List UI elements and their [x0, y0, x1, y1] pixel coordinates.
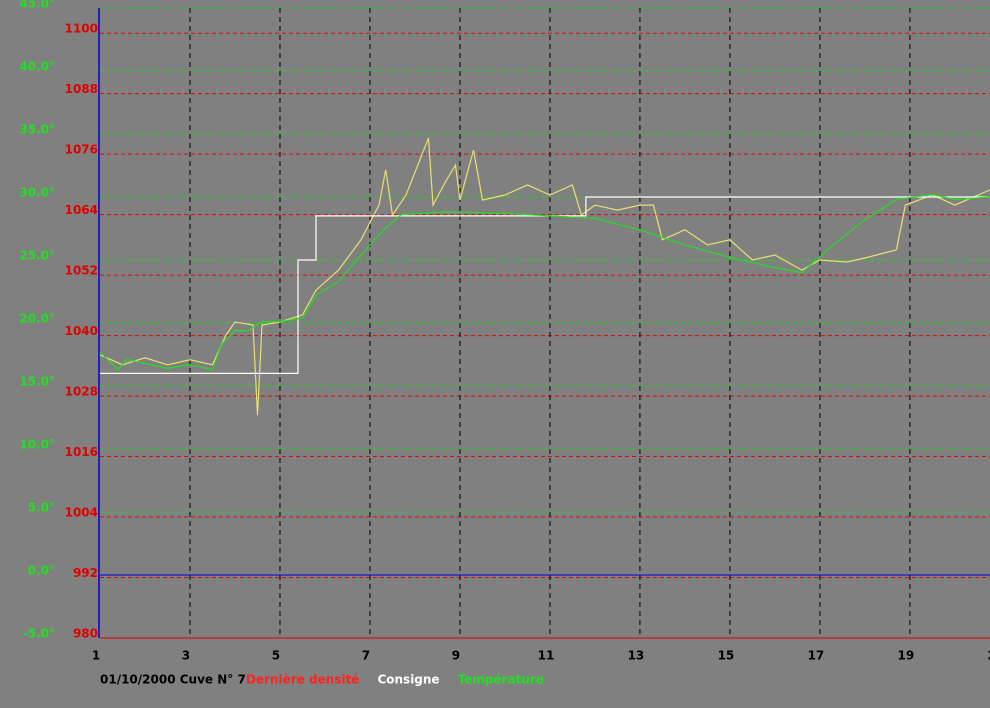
x-tick-label: 21 [988, 649, 990, 663]
y2-tick-label: 1040 [65, 324, 98, 338]
x-tick-label: 17 [808, 649, 825, 663]
series-line [99, 137, 990, 416]
y2-tick-label: 980 [73, 627, 98, 641]
y2-tick-label: 1052 [65, 264, 98, 278]
y-tick-label: 0.0° [28, 564, 55, 578]
footer: 01/10/2000 Cuve N° 7 [100, 673, 246, 687]
y2-tick-label: 1016 [65, 445, 98, 459]
y-tick-label: 30.0° [19, 186, 55, 200]
series-line [100, 196, 990, 374]
y-tick-label: 10.0° [19, 438, 55, 452]
y2-tick-label: 1088 [65, 82, 98, 96]
y-tick-label: 20.0° [19, 312, 55, 326]
y2-tick-label: 1100 [65, 22, 98, 36]
y-tick-label: 45.0° [19, 0, 55, 11]
legend-entry: Température [458, 673, 544, 687]
y2-tick-label: 1004 [65, 506, 98, 520]
y-tick-label: 5.0° [28, 501, 55, 515]
y-tick-label: 40.0° [19, 60, 55, 74]
y-tick-label: 35.0° [19, 123, 55, 137]
x-tick-label: 15 [718, 649, 735, 663]
legend-entry: Consigne [377, 673, 439, 687]
x-tick-label: 5 [272, 649, 280, 663]
x-tick-label: 9 [452, 649, 460, 663]
x-tick-label: 7 [362, 649, 370, 663]
y2-tick-label: 1076 [65, 143, 98, 157]
x-tick-label: 11 [538, 649, 555, 663]
y-tick-label: -5.0° [23, 627, 55, 641]
y2-tick-label: 992 [73, 566, 98, 580]
x-tick-label: 13 [628, 649, 645, 663]
x-tick-label: 3 [182, 649, 190, 663]
y2-tick-label: 1064 [65, 203, 98, 217]
y-tick-label: 25.0° [19, 249, 55, 263]
y-tick-label: 15.0° [19, 375, 55, 389]
x-tick-label: 1 [92, 649, 100, 663]
x-tick-label: 19 [898, 649, 915, 663]
series-line [99, 193, 990, 371]
y2-tick-label: 1028 [65, 385, 98, 399]
legend-entry: Dernière densité [246, 673, 359, 687]
